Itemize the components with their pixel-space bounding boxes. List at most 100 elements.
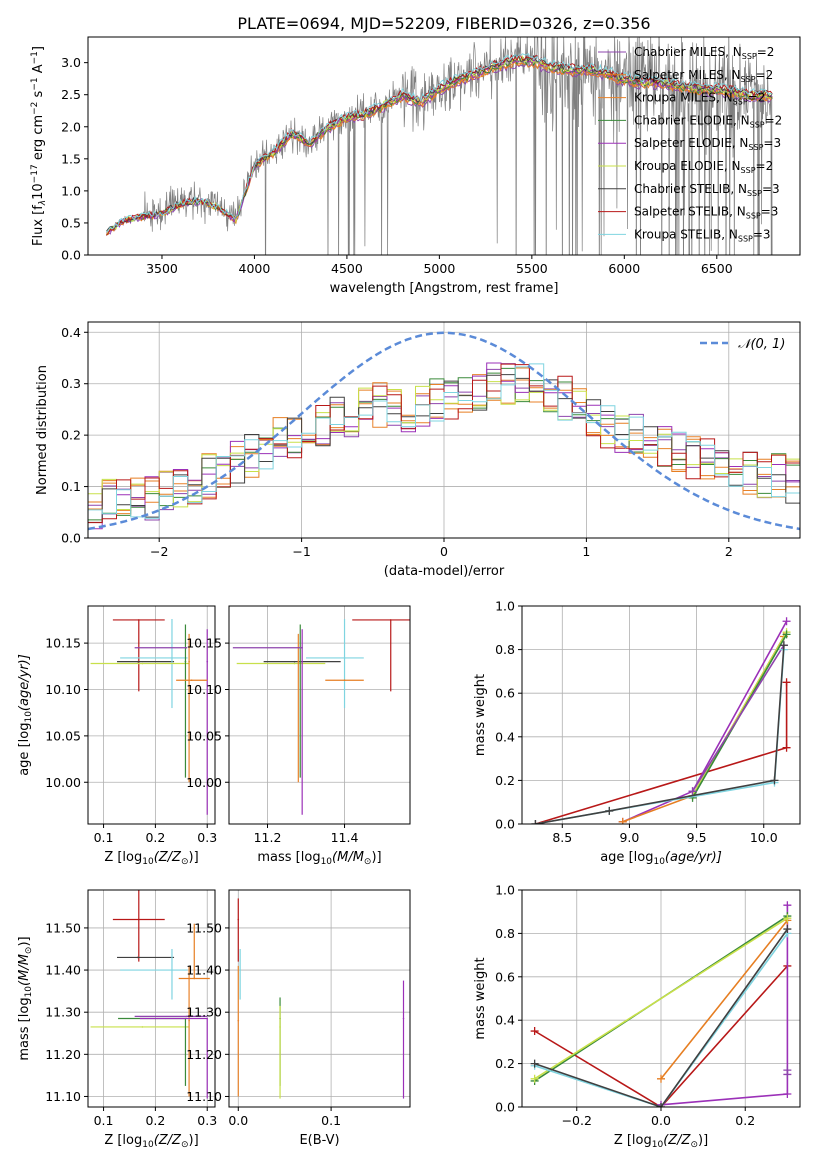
weight-series bbox=[534, 917, 788, 1080]
x-axis-label-part: )] bbox=[371, 850, 381, 865]
x-axis-label-part: (Z/Z bbox=[154, 1133, 182, 1148]
data-point bbox=[237, 1019, 240, 1022]
x-axis-label-part: 10 bbox=[653, 857, 665, 867]
legend-text: Chabrier ELODIE, N bbox=[634, 113, 750, 127]
x-tick-label: 11.2 bbox=[254, 830, 282, 845]
model-line bbox=[106, 52, 773, 233]
legend-subscript: SSP bbox=[733, 98, 748, 107]
y-tick-label: 11.40 bbox=[186, 963, 222, 978]
y-tick-label: 0.5 bbox=[61, 215, 81, 230]
y-axis-label-part: )] bbox=[17, 936, 32, 946]
plot-area bbox=[237, 898, 405, 1099]
y-axis-label: Normed distribution bbox=[35, 365, 50, 495]
x-axis-label-part: ⊙ bbox=[690, 1140, 698, 1150]
x-tick-label: 6500 bbox=[701, 261, 733, 276]
y-tick-label: 0.6 bbox=[495, 686, 515, 701]
legend-text: Chabrier STELIB, N bbox=[634, 182, 747, 196]
legend-text: =2 bbox=[757, 45, 775, 59]
weight-marker bbox=[618, 817, 627, 824]
axes-frame bbox=[87, 605, 216, 825]
weight-marker bbox=[782, 617, 791, 626]
data-point bbox=[141, 1026, 144, 1028]
y-tick-label: 0.4 bbox=[61, 325, 81, 340]
x-tick-label: 0.1 bbox=[94, 1113, 114, 1128]
y-tick-label: 1.5 bbox=[61, 151, 81, 166]
x-axis-label-part: mass [log bbox=[257, 850, 320, 865]
x-axis-label-part: )] bbox=[189, 850, 199, 865]
x-axis-label: Z [log10(Z/Z⊙)] bbox=[104, 850, 198, 867]
data-point bbox=[299, 660, 302, 663]
weight-series bbox=[534, 932, 789, 1107]
data-point bbox=[184, 660, 187, 663]
data-point bbox=[171, 657, 173, 659]
weight-marker bbox=[530, 1059, 539, 1068]
y-axis-label-part: s bbox=[31, 90, 46, 101]
plot-area bbox=[106, 37, 773, 255]
data-point bbox=[193, 977, 196, 980]
data-point bbox=[239, 969, 241, 971]
data-point bbox=[343, 679, 346, 682]
x-axis-label-part: 10 bbox=[652, 1140, 664, 1150]
x-tick-label: 0.3 bbox=[197, 1113, 217, 1128]
legend-text: =3 bbox=[753, 227, 771, 241]
axes-frame bbox=[228, 889, 411, 1108]
y-tick-label: 10.00 bbox=[45, 775, 81, 790]
data-point bbox=[237, 918, 240, 921]
x-axis-label: wavelength [Angstrom, rest frame] bbox=[330, 281, 559, 296]
weight-marker bbox=[783, 1089, 792, 1098]
plot-area bbox=[530, 901, 792, 1107]
x-tick-label: 4500 bbox=[331, 261, 363, 276]
y-axis-label-part: (age/yr)] bbox=[17, 654, 32, 711]
y-axis-label: mass weight bbox=[473, 957, 488, 1039]
data-point bbox=[206, 660, 209, 663]
weight-series bbox=[534, 965, 788, 1107]
weight-marker bbox=[605, 806, 614, 815]
y-axis-label-part: −1 bbox=[30, 51, 40, 64]
x-tick-label: 5500 bbox=[516, 261, 548, 276]
x-axis-label-part: Z [log bbox=[104, 1133, 142, 1148]
y-axis-label-part: −17 bbox=[30, 164, 40, 183]
legend-entry: Chabrier ELODIE, NSSP=2 bbox=[634, 113, 782, 129]
x-axis-label: Z [log10(Z/Z⊙)] bbox=[104, 1133, 198, 1150]
x-axis-label-part: 10 bbox=[142, 857, 154, 867]
legend-text: =3 bbox=[761, 205, 779, 219]
y-axis-label-part: erg cm bbox=[31, 115, 46, 164]
data-point bbox=[136, 660, 139, 663]
x-axis-label: (data-model)/error bbox=[384, 564, 505, 579]
weight-marker bbox=[657, 1074, 665, 1083]
legend-subscript: SSP bbox=[741, 75, 756, 84]
y-tick-label: 0.8 bbox=[495, 926, 515, 941]
x-axis-label-part: )] bbox=[698, 1133, 708, 1148]
panel-mass-vs-EBV: 0.0 0.1 11.10 11.20 11.30 11.40 11.50 E(B-V) bbox=[186, 889, 411, 1148]
legend-entry: Salpeter ELODIE, NSSP=3 bbox=[634, 136, 781, 152]
y-axis-label-part: −2 bbox=[30, 102, 40, 115]
plot-area bbox=[90, 890, 210, 1099]
legend-text: Kroupa MILES, N bbox=[634, 91, 733, 105]
legend-entry: Chabrier MILES, NSSP=2 bbox=[634, 45, 774, 61]
y-tick-label: 0.0 bbox=[495, 1100, 515, 1115]
x-axis-label-part: ⊙ bbox=[364, 857, 372, 867]
data-point bbox=[171, 969, 173, 971]
data-point bbox=[138, 918, 140, 921]
y-axis-label: mass weight bbox=[473, 674, 488, 756]
panels: 3500 4000 4500 5000 5500 6000 6500 0.0 0.5 1.0 1.5… bbox=[17, 36, 801, 1150]
data-point bbox=[138, 619, 140, 621]
legend-text: Salpeter MILES, N bbox=[634, 68, 741, 82]
data-point bbox=[185, 1015, 188, 1018]
x-tick-label: 6000 bbox=[608, 261, 640, 276]
legend-entry: Chabrier STELIB, NSSP=3 bbox=[634, 182, 780, 198]
x-axis-label-part: (Z/Z bbox=[154, 850, 182, 865]
y-tick-label: 11.50 bbox=[186, 920, 222, 935]
legend-subscript: SSP bbox=[741, 166, 756, 175]
y-axis-label: age [log10(age/yr)] bbox=[17, 654, 34, 776]
x-tick-label: 0.1 bbox=[321, 1113, 341, 1128]
x-axis-label: age [log10(age/yr)] bbox=[600, 850, 722, 867]
panel-residuals: −2 −1 0 1 2 0.0 0.1 0.2 0.3 0.4 𝒩(0, 1) (data-model… bbox=[35, 321, 801, 579]
legend-subscript: SSP bbox=[748, 143, 763, 152]
y-axis-label-part: mass [log bbox=[17, 997, 32, 1060]
legend-text: Kroupa ELODIE, N bbox=[634, 159, 741, 173]
x-tick-label: 1 bbox=[582, 544, 590, 559]
x-tick-label: 0.0 bbox=[228, 1113, 248, 1128]
x-axis-label-part: (age/yr)] bbox=[665, 850, 722, 865]
